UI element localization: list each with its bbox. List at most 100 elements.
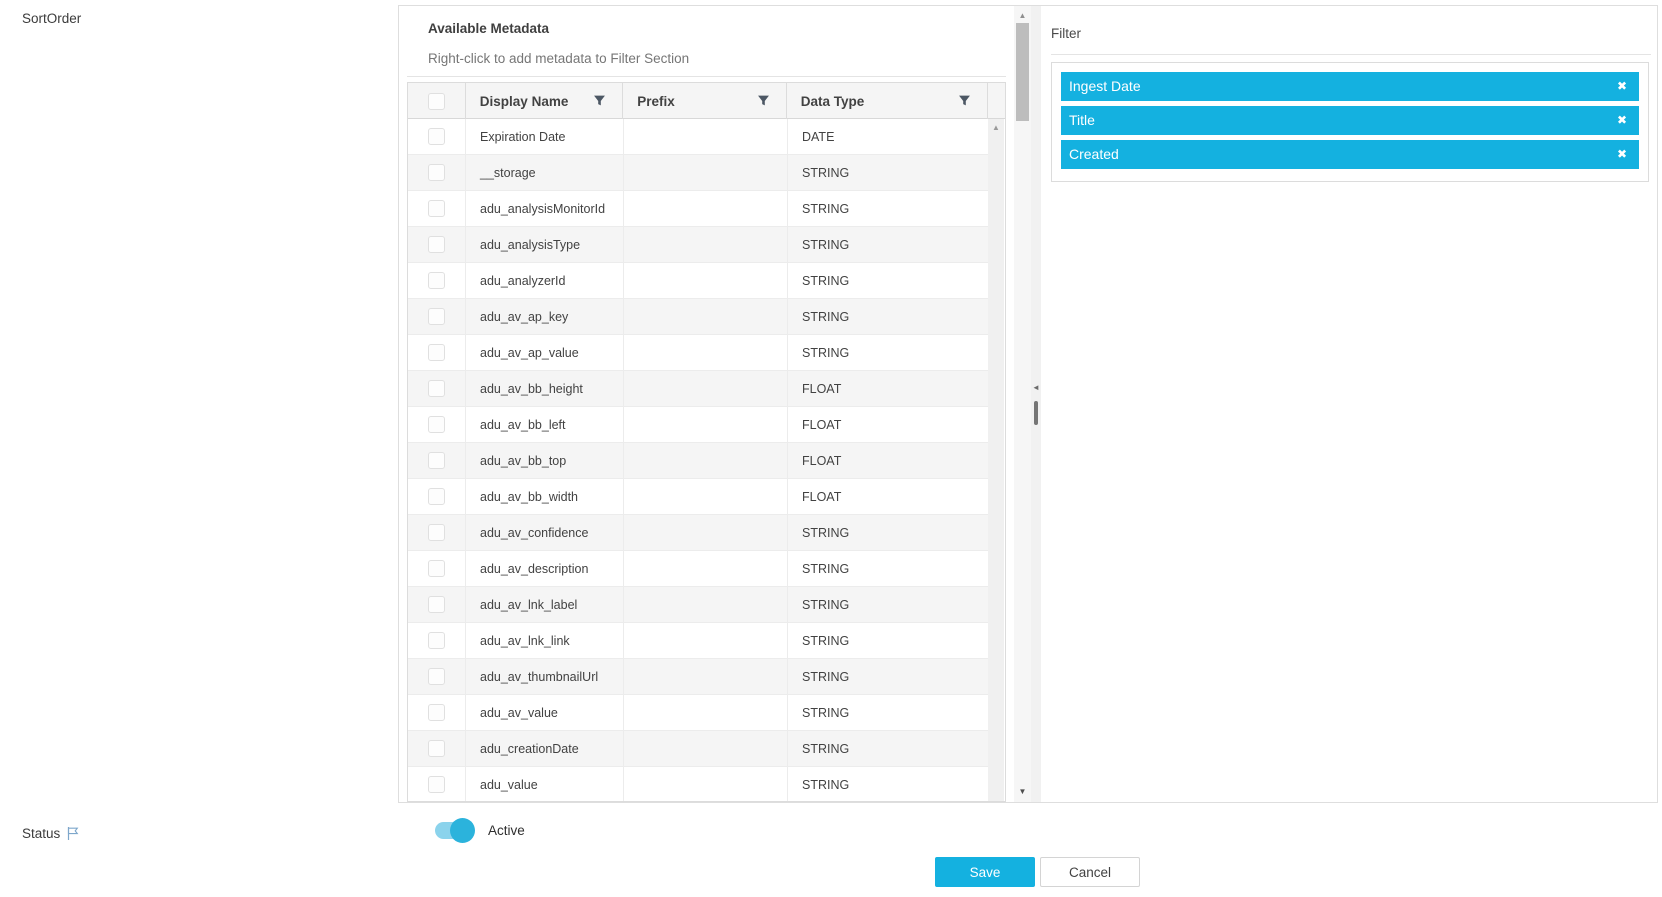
row-checkbox-cell: [408, 335, 466, 370]
row-checkbox[interactable]: [428, 776, 445, 793]
row-checkbox-cell: [408, 371, 466, 406]
row-checkbox[interactable]: [428, 632, 445, 649]
table-row[interactable]: adu_av_ap_key STRING: [408, 299, 990, 335]
filter-chip[interactable]: Title ✖: [1061, 106, 1639, 135]
cell-display-name: adu_analysisMonitorId: [466, 191, 624, 226]
filter-funnel-icon[interactable]: [958, 94, 971, 107]
cell-display-name: Expiration Date: [466, 119, 624, 154]
row-checkbox[interactable]: [428, 308, 445, 325]
column-header-display-name[interactable]: Display Name: [466, 83, 624, 119]
toggle-knob[interactable]: [450, 817, 475, 843]
grid-scrollbar[interactable]: ▲: [988, 119, 1004, 801]
table-row[interactable]: __storage STRING: [408, 155, 990, 191]
row-checkbox[interactable]: [428, 272, 445, 289]
table-row[interactable]: Expiration Date DATE: [408, 119, 990, 155]
row-checkbox[interactable]: [428, 740, 445, 757]
scroll-down-icon[interactable]: ▼: [1018, 787, 1027, 796]
scroll-up-icon[interactable]: ▲: [992, 123, 1000, 132]
row-checkbox-cell: [408, 767, 466, 801]
row-checkbox[interactable]: [428, 344, 445, 361]
cell-display-name: adu_value: [466, 767, 624, 801]
metadata-filter-container: Available Metadata Right-click to add me…: [398, 5, 1658, 803]
table-row[interactable]: adu_av_bb_left FLOAT: [408, 407, 990, 443]
cell-prefix: [624, 155, 788, 190]
filter-panel: Filter Ingest Date ✖ Title ✖ Created ✖: [1041, 6, 1657, 802]
table-row[interactable]: adu_av_description STRING: [408, 551, 990, 587]
cell-display-name: adu_av_bb_width: [466, 479, 624, 514]
table-row[interactable]: adu_av_bb_top FLOAT: [408, 443, 990, 479]
table-row[interactable]: adu_analysisMonitorId STRING: [408, 191, 990, 227]
close-icon[interactable]: ✖: [1616, 113, 1627, 127]
cell-data-type: FLOAT: [802, 381, 842, 396]
collapse-left-icon[interactable]: ◄: [1032, 383, 1040, 392]
cell-display-name: adu_av_confidence: [466, 515, 624, 550]
cell-prefix: [624, 227, 788, 262]
row-checkbox[interactable]: [428, 236, 445, 253]
select-all-checkbox[interactable]: [427, 92, 445, 110]
row-checkbox-cell: [408, 587, 466, 622]
cell-data-type: STRING: [802, 237, 850, 252]
row-checkbox-cell: [408, 407, 466, 442]
row-checkbox[interactable]: [428, 128, 445, 145]
save-button[interactable]: Save: [935, 857, 1035, 887]
panel-hint: Right-click to add metadata to Filter Se…: [428, 51, 690, 66]
column-header-prefix[interactable]: Prefix: [623, 83, 787, 119]
row-checkbox[interactable]: [428, 668, 445, 685]
panel-scrollbar[interactable]: ▲ ▼: [1014, 6, 1031, 802]
row-checkbox[interactable]: [428, 560, 445, 577]
row-checkbox[interactable]: [428, 524, 445, 541]
grid-header-row: Display Name Prefix Data Type: [408, 83, 1005, 119]
row-checkbox[interactable]: [428, 488, 445, 505]
row-checkbox[interactable]: [428, 416, 445, 433]
status-toggle[interactable]: [435, 817, 475, 843]
table-row[interactable]: adu_av_ap_value STRING: [408, 335, 990, 371]
cell-data-type: FLOAT: [802, 453, 842, 468]
cell-display-name: adu_analyzerId: [466, 263, 624, 298]
row-checkbox[interactable]: [428, 704, 445, 721]
scroll-up-icon[interactable]: ▲: [1018, 11, 1027, 20]
row-checkbox[interactable]: [428, 200, 445, 217]
cell-prefix: [624, 587, 788, 622]
row-checkbox[interactable]: [428, 452, 445, 469]
filter-chip[interactable]: Ingest Date ✖: [1061, 72, 1639, 101]
cell-data-type: DATE: [802, 129, 835, 144]
row-checkbox-cell: [408, 551, 466, 586]
row-checkbox[interactable]: [428, 596, 445, 613]
panel-title: Available Metadata: [428, 21, 550, 36]
filter-funnel-icon[interactable]: [593, 94, 606, 107]
close-icon[interactable]: ✖: [1616, 79, 1627, 93]
table-row[interactable]: adu_value STRING: [408, 767, 990, 801]
metadata-grid: Display Name Prefix Data Type E: [407, 82, 1006, 802]
cell-prefix: [624, 695, 788, 730]
cell-display-name: adu_av_value: [466, 695, 624, 730]
filter-chip-label: Title: [1069, 112, 1095, 128]
cell-display-name: adu_av_ap_value: [466, 335, 624, 370]
table-row[interactable]: adu_analyzerId STRING: [408, 263, 990, 299]
status-label: Status: [22, 825, 61, 841]
splitter-bar[interactable]: ◄: [1031, 6, 1041, 802]
cell-data-type: STRING: [802, 525, 850, 540]
column-label: Display Name: [479, 93, 569, 109]
splitter-grip[interactable]: [1034, 401, 1038, 425]
table-row[interactable]: adu_av_bb_width FLOAT: [408, 479, 990, 515]
table-row[interactable]: adu_av_lnk_link STRING: [408, 623, 990, 659]
cell-prefix: [624, 119, 788, 154]
close-icon[interactable]: ✖: [1616, 147, 1627, 161]
row-checkbox-cell: [408, 623, 466, 658]
table-row[interactable]: adu_av_value STRING: [408, 695, 990, 731]
cell-prefix: [624, 263, 788, 298]
cell-prefix: [624, 335, 788, 370]
table-row[interactable]: adu_av_bb_height FLOAT: [408, 371, 990, 407]
row-checkbox[interactable]: [428, 164, 445, 181]
filter-chip[interactable]: Created ✖: [1061, 140, 1639, 169]
row-checkbox[interactable]: [428, 380, 445, 397]
table-row[interactable]: adu_av_confidence STRING: [408, 515, 990, 551]
table-row[interactable]: adu_av_thumbnailUrl STRING: [408, 659, 990, 695]
scrollbar-thumb[interactable]: [1016, 23, 1029, 121]
cancel-button[interactable]: Cancel: [1040, 857, 1140, 887]
table-row[interactable]: adu_creationDate STRING: [408, 731, 990, 767]
filter-funnel-icon[interactable]: [757, 94, 770, 107]
table-row[interactable]: adu_av_lnk_label STRING: [408, 587, 990, 623]
table-row[interactable]: adu_analysisType STRING: [408, 227, 990, 263]
column-header-data-type[interactable]: Data Type: [787, 83, 989, 119]
